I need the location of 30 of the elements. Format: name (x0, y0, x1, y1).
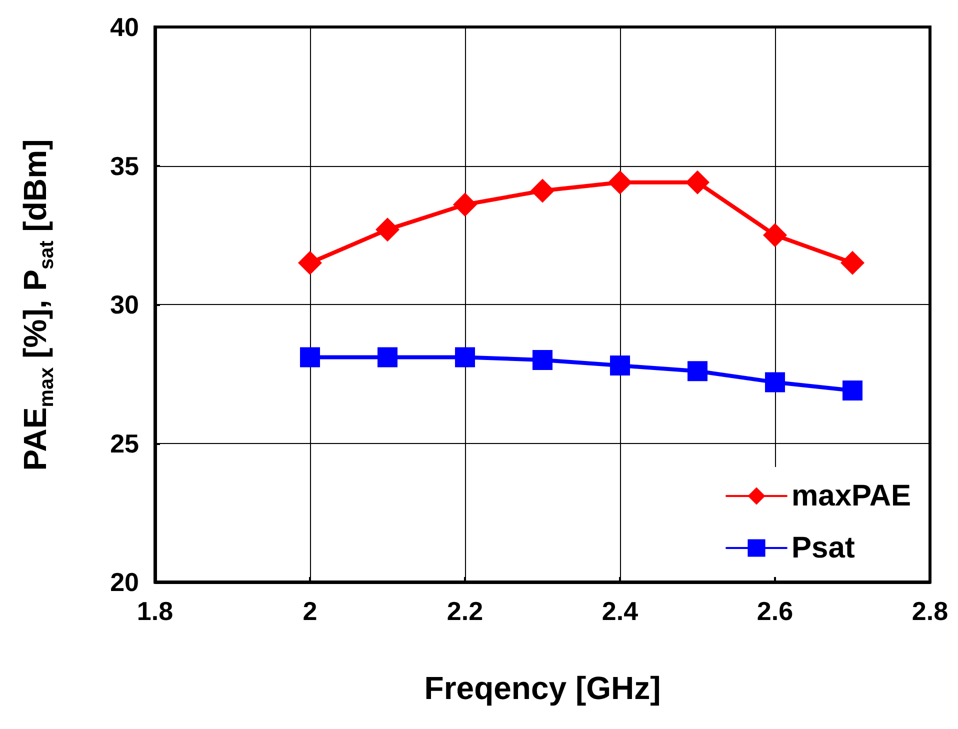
point (608, 170, 632, 194)
point (840, 250, 864, 275)
point (610, 356, 630, 376)
legend-label: Psat (792, 532, 855, 564)
y-tick-label: 35 (110, 150, 139, 181)
point (532, 350, 552, 370)
y-tick-label: 25 (110, 428, 139, 458)
x-tick-label: 1.8 (136, 596, 174, 626)
point (688, 361, 708, 382)
point (530, 178, 554, 203)
legend-label: maxPAE (792, 480, 912, 512)
y-tick-label: 30 (110, 290, 139, 320)
x-tick-label: 2.2 (446, 596, 484, 626)
x-tick-label: 2.4 (602, 596, 639, 626)
point (686, 170, 710, 194)
point (376, 218, 400, 242)
point (455, 347, 475, 368)
x-axis-title: Freqency [GHz] (424, 670, 661, 706)
point (300, 347, 320, 368)
y-tick-label: 20 (110, 567, 139, 597)
point (453, 192, 477, 217)
point (298, 250, 322, 275)
y-tick-label: 40 (110, 12, 139, 42)
point (765, 372, 785, 392)
point (842, 380, 862, 401)
x-tick-label: 2.6 (756, 596, 794, 626)
x-tick-label: 2.8 (912, 596, 948, 626)
point (378, 347, 398, 368)
point (763, 223, 787, 248)
x-tick-label: 2 (302, 596, 318, 626)
